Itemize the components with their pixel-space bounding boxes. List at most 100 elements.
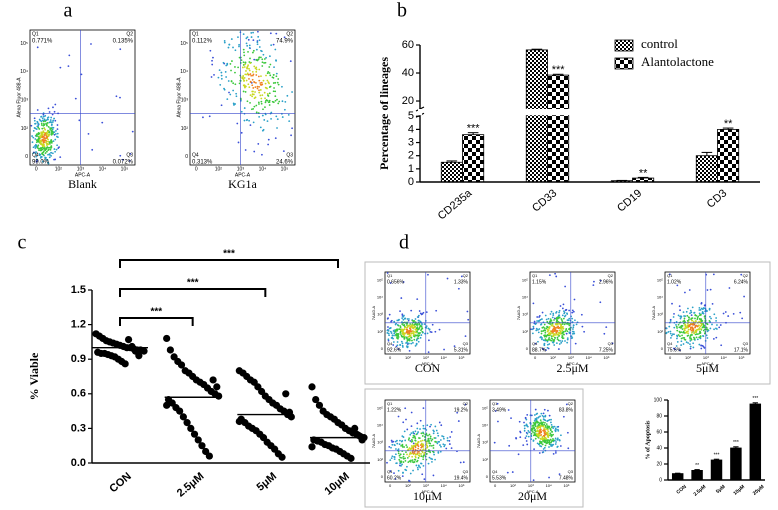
flow-event [48, 153, 51, 155]
flow-event [699, 318, 702, 321]
flow-event [409, 326, 412, 328]
flow-event [526, 413, 529, 416]
dot [205, 452, 213, 460]
flow-event [687, 307, 689, 310]
flow-event [250, 74, 253, 77]
flow-event [422, 424, 425, 427]
flow-event [256, 43, 259, 46]
flow-event [272, 82, 275, 84]
quadrant-name: Q4 [32, 152, 39, 158]
flow-event [42, 131, 45, 134]
flow-event [398, 458, 401, 461]
flow-event [411, 451, 414, 454]
flow-event [542, 425, 544, 428]
quadrant-percent: 0.112% [192, 39, 213, 45]
flow-event [535, 417, 538, 419]
flow-event [536, 316, 539, 318]
y-tick-label: 3 [408, 136, 414, 148]
flow-event [695, 336, 698, 339]
flow-event [553, 317, 556, 320]
flow-event [541, 338, 543, 341]
flow-event [386, 332, 389, 334]
flow-event [414, 430, 417, 433]
flow-event [251, 70, 254, 73]
flow-event [90, 43, 92, 45]
flow-event [523, 421, 525, 424]
flow-event [390, 320, 392, 323]
flow-event [245, 85, 247, 88]
x-tick-label: 5μM [255, 470, 280, 493]
flow-x-tick: 10⁴ [259, 166, 267, 172]
flow-event [720, 344, 723, 347]
flow-event [397, 319, 400, 322]
flow-event [40, 149, 43, 152]
flow-event [536, 320, 538, 322]
flow-event [269, 63, 272, 66]
flow-event [462, 461, 465, 464]
flow-event [517, 453, 520, 456]
flow-event [247, 83, 250, 86]
flow-event [393, 334, 395, 337]
flow-event [395, 462, 398, 465]
flow-event [274, 90, 277, 93]
dot [347, 454, 355, 462]
flow-event [35, 151, 37, 153]
quadrant-percent: 7.25% [599, 347, 614, 353]
quadrant-name: Q2 [463, 401, 469, 406]
quadrant-percent: 1.15% [532, 279, 547, 285]
flow-event [431, 323, 434, 326]
flow-x-tick: 0 [195, 166, 198, 172]
flow-event [423, 439, 426, 442]
flow-event [531, 332, 534, 335]
flow-x-tick: 10⁵ [458, 355, 464, 360]
flow-event [543, 432, 546, 434]
flow-event [526, 424, 528, 427]
flow-event [268, 92, 271, 95]
flow-event [408, 337, 411, 340]
flow-event [507, 409, 510, 411]
y-tick-label: 5 [408, 110, 414, 122]
y-tick-label: 4 [408, 123, 414, 135]
flow-event [543, 342, 546, 345]
flow-event [287, 113, 290, 116]
y-tick-label: 1.5 [71, 284, 86, 296]
flow-event [57, 147, 60, 150]
flow-event [53, 148, 56, 150]
flow-event [696, 318, 699, 321]
flow-event [412, 469, 414, 472]
flow-event [698, 336, 701, 339]
bar [462, 134, 485, 183]
dot [282, 390, 290, 398]
flow-event [283, 36, 286, 39]
flow-event [427, 434, 429, 437]
flow-x-label: APC-A [75, 172, 91, 178]
flow-event [38, 149, 40, 152]
flow-event [54, 119, 57, 122]
flow-event [274, 137, 277, 140]
flow-event [531, 430, 534, 433]
quadrant-percent: 1.22% [387, 407, 402, 413]
flow-event [251, 95, 254, 98]
flow-event [603, 332, 606, 335]
flow-event [40, 122, 43, 125]
flow-event [273, 87, 275, 89]
flow-event [524, 417, 527, 420]
flow-event [232, 89, 235, 92]
flow-event [414, 446, 417, 449]
flow-event [222, 61, 225, 64]
flow-event [698, 312, 701, 315]
flow-event [403, 326, 406, 329]
flow-event [418, 452, 421, 455]
bar [440, 161, 463, 183]
flow-event [518, 420, 521, 423]
flow-event [552, 452, 555, 455]
flow-event [538, 452, 541, 454]
flow-event [411, 339, 413, 342]
flow-event [393, 456, 396, 458]
quadrant-name: Q2 [463, 273, 469, 278]
flow-event [695, 324, 698, 327]
flow-event [391, 455, 394, 458]
flow-event [258, 39, 261, 42]
flow-event [406, 333, 409, 336]
